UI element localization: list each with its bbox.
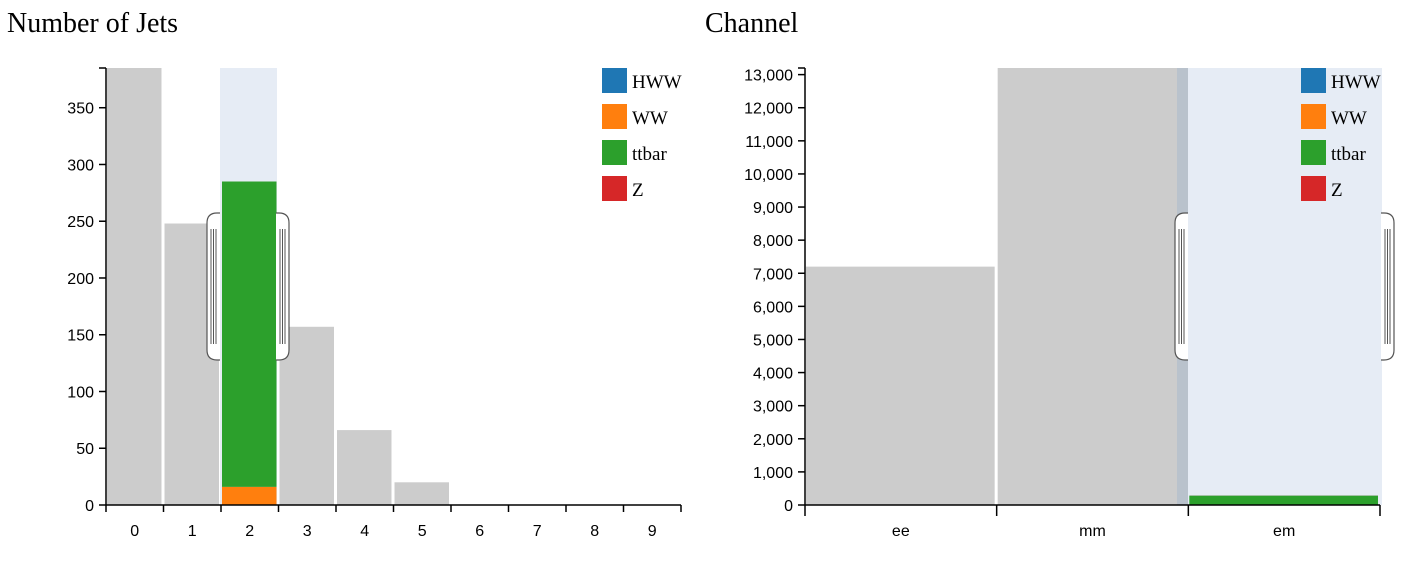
channel-bar-ttbar-em bbox=[1189, 495, 1378, 505]
jets-x-tick-label: 0 bbox=[130, 523, 139, 540]
jets-background-bar-0 bbox=[107, 68, 162, 505]
jets-legend-swatch-Z[interactable] bbox=[602, 176, 627, 201]
jets-x-tick-label: 2 bbox=[245, 523, 254, 540]
jets-background-bar-4 bbox=[337, 430, 392, 505]
channel-y-tick-label: 10,000 bbox=[744, 167, 793, 184]
jets-legend-swatch-HWW[interactable] bbox=[602, 68, 627, 93]
jets-legend-label-HWW: HWW bbox=[632, 72, 682, 93]
jets-legend-label-ttbar: ttbar bbox=[632, 144, 667, 165]
jets-background-bar-5 bbox=[394, 482, 449, 505]
channel-legend-swatch-WW[interactable] bbox=[1301, 104, 1326, 129]
jets-y-tick-label: 150 bbox=[67, 328, 94, 345]
chart-title-jets: Number of Jets bbox=[7, 8, 179, 39]
channel-y-tick-label: 0 bbox=[784, 498, 793, 515]
jets-x-tick-label: 4 bbox=[360, 523, 369, 540]
jets-y-tick-label: 0 bbox=[85, 498, 94, 515]
channel-y-tick-label: 8,000 bbox=[753, 233, 793, 250]
channel-background-bar-ee bbox=[806, 266, 995, 505]
channel-y-tick-label: 6,000 bbox=[753, 299, 793, 316]
jets-background-bar-3 bbox=[279, 326, 334, 505]
jets-bar-WW-2 bbox=[222, 486, 277, 505]
channel-brush-selection[interactable] bbox=[1188, 68, 1382, 505]
channel-y-tick-label: 11,000 bbox=[745, 134, 793, 151]
jets-x-tick-label: 7 bbox=[533, 523, 542, 540]
channel-y-tick-label: 3,000 bbox=[753, 399, 793, 416]
channel-x-tick-label: em bbox=[1273, 523, 1295, 540]
jets-legend-swatch-WW[interactable] bbox=[602, 104, 627, 129]
jets-y-tick-label: 50 bbox=[76, 441, 94, 458]
channel-x-tick-label: mm bbox=[1079, 523, 1106, 540]
channel-legend-label-ttbar: ttbar bbox=[1331, 144, 1366, 165]
jets-y-tick-label: 300 bbox=[67, 157, 94, 174]
channel-y-tick-label: 7,000 bbox=[753, 266, 793, 283]
jets-legend-label-WW: WW bbox=[632, 108, 668, 129]
jets-y-tick-label: 350 bbox=[67, 101, 94, 118]
jets-y-tick-label: 200 bbox=[67, 271, 94, 288]
jets-x-tick-label: 6 bbox=[475, 523, 484, 540]
channel-y-tick-label: 1,000 bbox=[753, 465, 793, 482]
channel-background-bar-mm bbox=[997, 68, 1187, 505]
jets-x-tick-label: 1 bbox=[188, 523, 197, 540]
channel-legend-swatch-Z[interactable] bbox=[1301, 176, 1326, 201]
channel-legend-label-WW: WW bbox=[1331, 108, 1367, 129]
channel-legend-swatch-HWW[interactable] bbox=[1301, 68, 1326, 93]
jets-y-tick-label: 250 bbox=[67, 214, 94, 231]
jets-x-tick-label: 8 bbox=[590, 523, 599, 540]
jets-x-tick-label: 9 bbox=[648, 523, 657, 540]
channel-y-tick-label: 5,000 bbox=[753, 332, 793, 349]
channel-y-tick-label: 9,000 bbox=[753, 200, 793, 217]
jets-x-tick-label: 3 bbox=[303, 523, 312, 540]
channel-x-tick-label: ee bbox=[892, 523, 910, 540]
channel-legend-label-HWW: HWW bbox=[1331, 72, 1381, 93]
chart-title-channel: Channel bbox=[705, 8, 799, 39]
channel-y-tick-label: 2,000 bbox=[753, 432, 793, 449]
channel-y-tick-label: 4,000 bbox=[753, 366, 793, 383]
jets-bar-ttbar-2 bbox=[222, 181, 277, 487]
jets-legend-swatch-ttbar[interactable] bbox=[602, 140, 627, 165]
channel-legend-label-Z: Z bbox=[1331, 180, 1343, 201]
channel-y-tick-label: 12,000 bbox=[744, 101, 793, 118]
jets-legend-label-Z: Z bbox=[632, 180, 644, 201]
channel-legend-swatch-ttbar[interactable] bbox=[1301, 140, 1326, 165]
jets-x-tick-label: 5 bbox=[418, 523, 427, 540]
jets-y-tick-label: 100 bbox=[67, 384, 94, 401]
channel-y-tick-label: 13,000 bbox=[744, 68, 793, 85]
